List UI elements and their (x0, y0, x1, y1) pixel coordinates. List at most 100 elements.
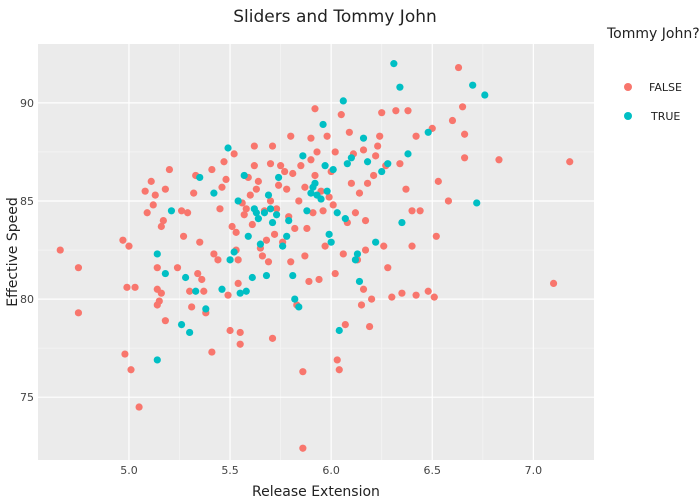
data-point-false (374, 142, 382, 150)
data-point-true (303, 207, 311, 215)
legend-marker-true (624, 112, 632, 120)
data-point-false (151, 191, 159, 199)
data-point-false (74, 309, 83, 317)
data-point-false (299, 444, 307, 452)
data-point-false (165, 165, 174, 174)
legend-label-false: FALSE (649, 81, 682, 94)
data-point-true (262, 271, 271, 280)
data-point-false (147, 177, 155, 185)
data-point-true (333, 209, 341, 217)
data-point-false (289, 169, 297, 178)
data-point-false (121, 350, 129, 358)
data-point-false (361, 246, 370, 254)
data-point-false (222, 175, 230, 183)
data-point-true (268, 218, 277, 227)
data-point-true (378, 167, 386, 176)
data-point-false (412, 291, 420, 299)
data-point-false (214, 256, 222, 264)
data-point-false (347, 179, 355, 187)
data-point-false (333, 356, 341, 364)
data-point-false (281, 167, 289, 176)
data-point-false (252, 185, 260, 193)
data-point-false (123, 283, 131, 291)
data-point-false (303, 224, 311, 233)
data-point-false (361, 217, 370, 225)
x-tick-label: 6.5 (424, 464, 442, 477)
data-point-false (368, 295, 376, 303)
x-axis-title: Release Extension (252, 484, 380, 500)
data-point-false (198, 275, 206, 284)
data-point-false (236, 328, 244, 337)
data-point-false (143, 209, 151, 217)
data-point-false (384, 264, 392, 272)
data-point-false (131, 283, 139, 291)
legend-item-false[interactable]: FALSE (624, 81, 682, 94)
data-point-true (234, 197, 242, 205)
data-point-false (274, 181, 283, 189)
data-point-false (56, 246, 64, 254)
data-point-false (297, 162, 305, 170)
data-point-false (190, 189, 198, 197)
data-point-true (218, 285, 226, 293)
y-axis-ticks: 75 80 85 90 (20, 97, 34, 404)
data-point-true (343, 160, 351, 168)
data-point-true (240, 171, 248, 180)
data-point-false (331, 148, 339, 156)
data-point-false (283, 185, 291, 193)
data-point-true (279, 242, 287, 250)
data-point-false (461, 154, 469, 162)
y-axis-title: Effective Speed (5, 197, 21, 306)
data-point-false (210, 250, 218, 258)
data-point-false (153, 264, 161, 272)
data-point-false (416, 207, 424, 215)
legend-item-true[interactable]: TRUE (624, 110, 680, 123)
data-point-false (398, 289, 406, 297)
data-point-false (230, 150, 238, 158)
data-point-false (141, 187, 149, 195)
data-point-false (186, 287, 194, 295)
data-point-true (153, 356, 161, 364)
data-point-true (353, 250, 362, 258)
data-point-false (434, 177, 442, 185)
data-point-true (167, 207, 176, 215)
data-point-false (272, 205, 281, 213)
data-point-true (242, 287, 250, 295)
data-point-true (236, 289, 244, 297)
data-point-false (194, 269, 202, 278)
data-point-true (396, 83, 404, 91)
legend-marker-false (624, 83, 632, 91)
data-point-false (242, 205, 250, 213)
data-point-false (424, 287, 432, 295)
data-point-false (359, 285, 368, 293)
data-point-false (309, 209, 317, 217)
data-point-true (390, 60, 398, 68)
data-point-false (264, 258, 273, 266)
data-point-false (177, 207, 186, 215)
data-point-false (250, 142, 258, 150)
data-point-false (232, 228, 240, 236)
data-point-false (307, 134, 315, 142)
data-point-true (347, 154, 355, 162)
data-point-false (125, 242, 133, 250)
data-point-false (402, 185, 410, 193)
data-point-false (234, 256, 242, 264)
data-point-false (378, 109, 386, 117)
data-point-true (295, 303, 303, 311)
data-point-true (285, 217, 293, 225)
data-point-true (398, 218, 406, 227)
data-point-true (363, 158, 372, 166)
data-point-false (228, 222, 236, 231)
data-point-false (184, 209, 192, 217)
data-point-false (345, 128, 353, 136)
legend-label-true: TRUE (650, 110, 680, 123)
data-point-true (473, 199, 481, 207)
data-point-false (365, 322, 374, 331)
data-point-false (266, 197, 275, 205)
data-point-true (299, 152, 307, 160)
data-point-false (380, 242, 388, 250)
data-point-true (319, 120, 327, 129)
data-point-true (351, 256, 360, 264)
data-point-false (236, 340, 244, 348)
data-point-false (372, 152, 380, 160)
